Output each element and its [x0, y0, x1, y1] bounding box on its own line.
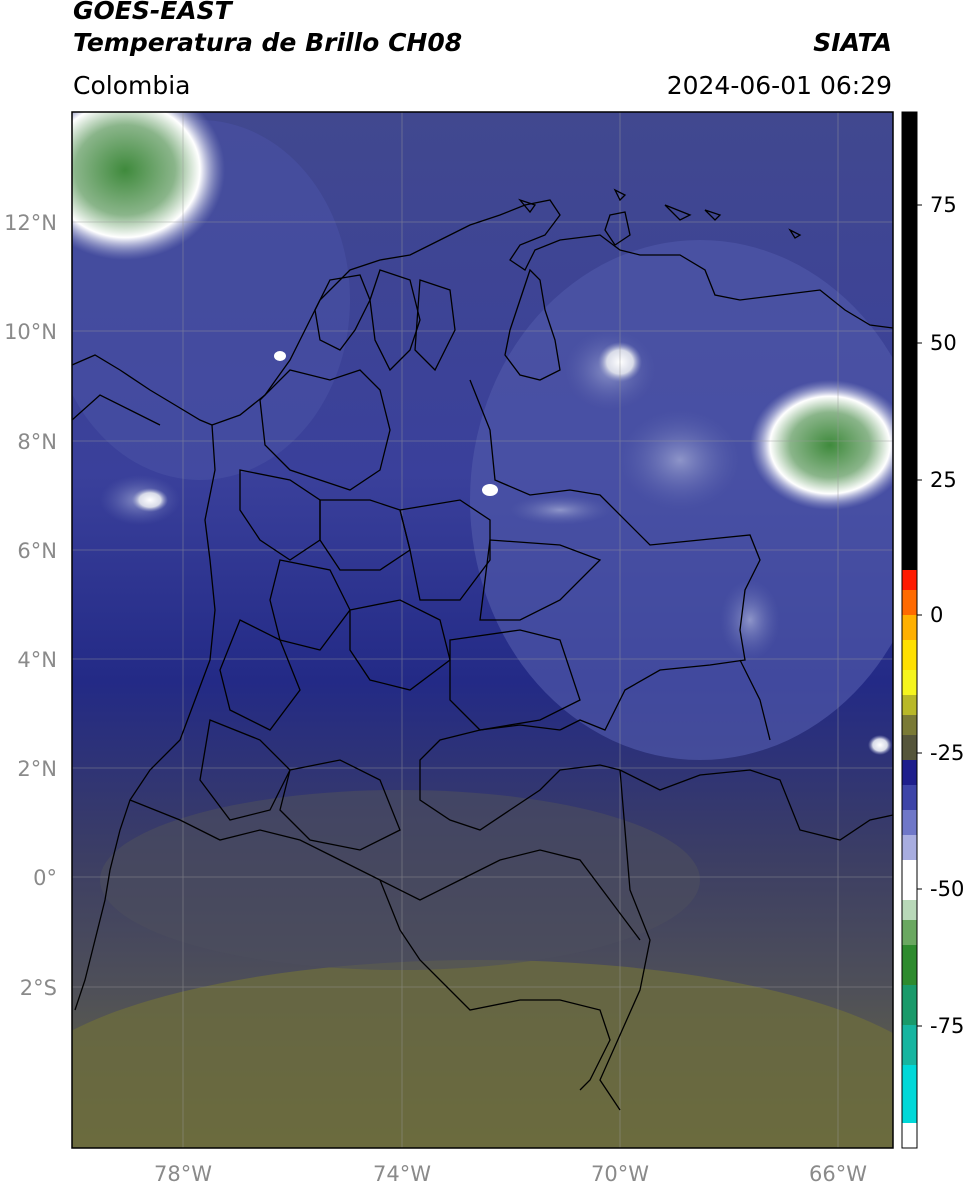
colorbar-segment-olive	[902, 715, 917, 735]
colorbar-segment-light-yellow	[902, 670, 917, 695]
colorbar-segment-white-end	[902, 1123, 917, 1148]
colorbar	[901, 111, 918, 1149]
product-title: Temperatura de Brillo CH08	[73, 28, 463, 57]
colorbar-segment-dark-olive	[902, 735, 917, 760]
map-frame	[71, 111, 894, 1149]
colorbar-tick-label: 0	[930, 603, 943, 627]
colorbar-tick-label: -50	[930, 877, 964, 901]
colorbar-segment-black	[902, 112, 917, 570]
lat-label: 2°N	[17, 757, 57, 781]
colorbar-segment-aqua	[902, 1025, 917, 1065]
colorbar-segment-teal	[902, 985, 917, 1025]
colorbar-segment-white	[902, 860, 917, 900]
lon-label: 78°W	[154, 1162, 212, 1186]
lat-label: 6°N	[17, 539, 57, 563]
lat-label: 10°N	[4, 320, 57, 344]
lat-label: 0°	[33, 866, 57, 890]
colorbar-segment-lavender	[902, 835, 917, 860]
colorbar-ticks	[917, 204, 922, 1027]
colorbar-tick-label: 50	[930, 331, 957, 355]
lon-label: 74°W	[373, 1162, 431, 1186]
colorbar-tick-label: -25	[930, 741, 964, 765]
colorbar-segment-cyan	[902, 1065, 917, 1123]
brightness-temperature-field	[72, 112, 893, 1148]
colorbar-segment-blue	[902, 785, 917, 810]
lat-label: 8°N	[17, 430, 57, 454]
colorbar-segment-light-green	[902, 920, 917, 945]
timestamp-label: 2024-06-01 06:29	[666, 71, 892, 100]
colorbar-segment-orange	[902, 590, 917, 615]
colorbar-tick-label: 25	[930, 468, 957, 492]
colorbar-segment-amber	[902, 615, 917, 640]
coastlines-borders	[72, 188, 893, 1111]
satellite-title: GOES-EAST	[73, 0, 232, 25]
latitude-labels: 12°N 10°N 8°N 6°N 4°N 2°N 0° 2°S	[4, 211, 57, 1000]
organization-label: SIATA	[813, 28, 892, 57]
colorbar-frame	[901, 111, 918, 1149]
longitude-labels: 78°W 74°W 70°W 66°W	[154, 1162, 867, 1186]
lon-label: 70°W	[591, 1162, 649, 1186]
colorbar-tick-label: -75	[930, 1014, 964, 1038]
lat-label: 12°N	[4, 211, 57, 235]
colorbar-tick-label: 75	[930, 193, 957, 217]
colorbar-segment-olive-yellow	[902, 695, 917, 715]
lat-label: 2°S	[20, 976, 57, 1000]
colorbar-segment-pale-green	[902, 900, 917, 920]
colorbar-segment-navy	[902, 760, 917, 785]
lon-label: 66°W	[809, 1162, 867, 1186]
colorbar-segment-red	[902, 570, 917, 590]
colorbar-segment-yellow	[902, 640, 917, 670]
colorbar-segment-light-blue	[902, 810, 917, 835]
lat-label: 4°N	[17, 648, 57, 672]
colorbar-segment-green	[902, 945, 917, 985]
region-label: Colombia	[73, 71, 191, 100]
colorbar-labels: 75 50 25 0 -25 -50 -75	[930, 193, 964, 1038]
